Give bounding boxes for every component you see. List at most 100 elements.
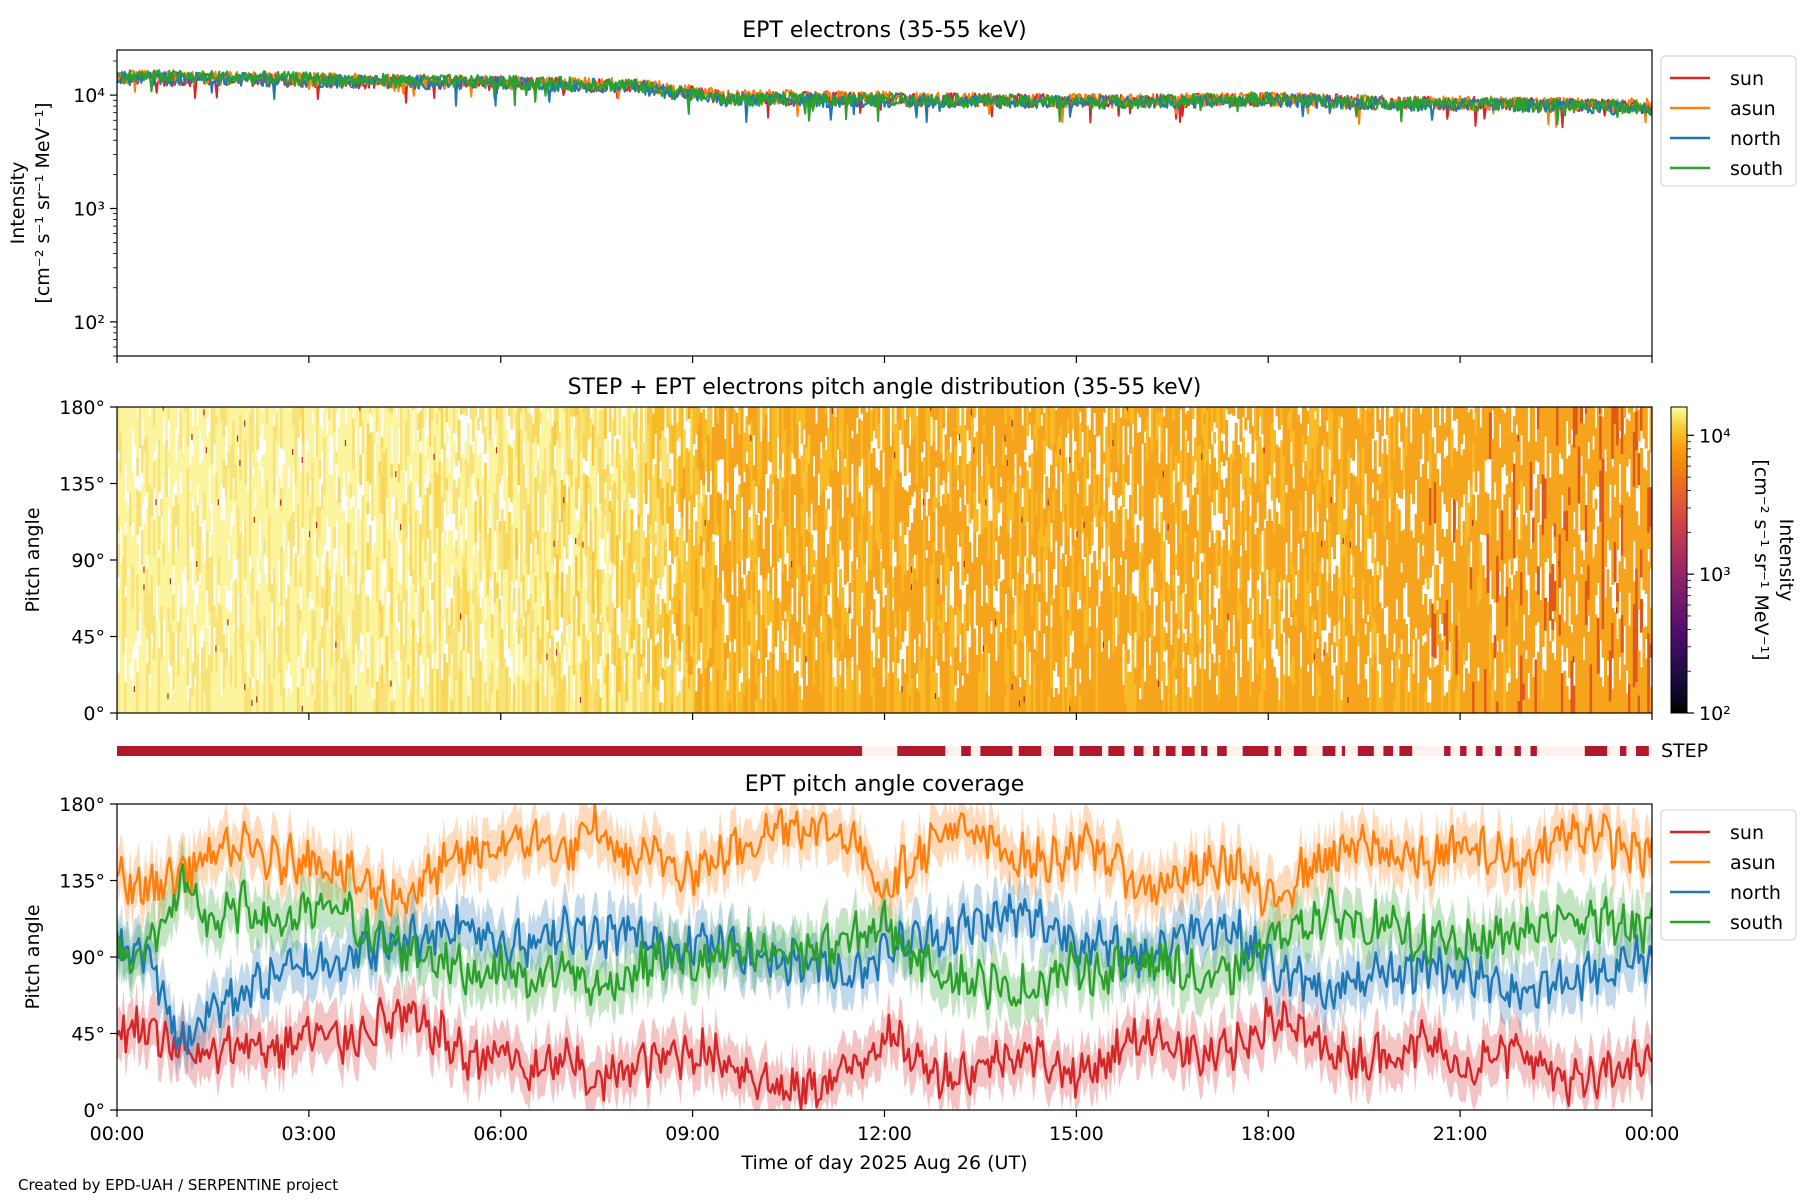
- heatmap-cell: [155, 457, 159, 479]
- heatmap-cell: [858, 534, 862, 556]
- heatmap-cell: [1433, 667, 1437, 713]
- heatmap-cell: [186, 701, 190, 713]
- heatmap-cell: [220, 587, 224, 606]
- heatmap-cell: [188, 464, 192, 481]
- heatmap-cell: [1455, 581, 1459, 594]
- heatmap-cell: [704, 606, 708, 655]
- heatmap-cell: [1038, 407, 1041, 427]
- heatmap-cell: [179, 409, 183, 450]
- heatmap-cell: [1469, 485, 1473, 506]
- heatmap-cell: [934, 606, 938, 632]
- heatmap-cell: [359, 671, 363, 713]
- heatmap-cell: [834, 629, 838, 658]
- heatmap-cell: [385, 448, 389, 499]
- heatmap-cell: [1378, 562, 1382, 580]
- heatmap-cell: [915, 688, 919, 713]
- heatmap-cell: [160, 407, 164, 437]
- heatmap-cell: [1172, 538, 1176, 575]
- heatmap-cell: [275, 536, 279, 593]
- heatmap-cell: [1616, 445, 1620, 480]
- heatmap-cell: [939, 594, 943, 621]
- heatmap-cell: [1033, 424, 1037, 438]
- heatmap-cell: [244, 614, 248, 672]
- heatmap-cell: [150, 516, 154, 535]
- heatmap-cell: [416, 663, 420, 713]
- heatmap-cell: [522, 551, 526, 576]
- heatmap-cell: [968, 594, 972, 626]
- heatmap-cell: [1090, 630, 1094, 683]
- heatmap-cell: [1479, 497, 1483, 535]
- heatmap-cell: [1093, 620, 1097, 681]
- heatmap-cell: [486, 557, 490, 596]
- heatmap-cell: [524, 566, 528, 612]
- heatmap-cell: [1117, 485, 1121, 498]
- heatmap-cell: [476, 596, 480, 635]
- heatmap-cell: [651, 695, 655, 713]
- heatmap-cell: [1390, 682, 1394, 713]
- heatmap-cell: [1265, 407, 1269, 438]
- heatmap-cell: [220, 407, 224, 422]
- heatmap-cell: [128, 407, 132, 422]
- heatmap-cell: [999, 581, 1003, 624]
- heatmap-cell: [121, 653, 125, 703]
- heatmap-cell: [1083, 507, 1087, 537]
- heatmap-cell: [1553, 580, 1557, 611]
- heatmap-cell: [493, 416, 497, 435]
- heatmap-cell: [483, 619, 487, 639]
- heatmap-cell: [200, 461, 204, 512]
- heatmap-cell: [939, 688, 943, 713]
- heatmap-cell: [1534, 441, 1538, 461]
- heatmap-cell: [1373, 476, 1377, 533]
- heatmap-cell: [431, 407, 435, 420]
- heatmap-cell: [750, 651, 754, 701]
- heatmap-cell: [1030, 615, 1034, 666]
- heatmap-cell: [1323, 677, 1327, 693]
- heatmap-cell-low: [1558, 561, 1560, 568]
- heatmap-cell: [1078, 683, 1082, 695]
- heatmap-cell: [414, 668, 418, 713]
- heatmap-cell: [572, 477, 576, 517]
- heatmap-cell: [1498, 664, 1502, 713]
- heatmap-cell: [1428, 430, 1432, 488]
- heatmap-cell: [239, 439, 243, 480]
- heatmap-cell: [318, 505, 322, 539]
- heatmap-cell: [966, 526, 970, 574]
- heatmap-cell: [1239, 677, 1243, 713]
- heatmap-cell: [1026, 657, 1030, 713]
- heatmap-cell: [359, 407, 363, 427]
- heatmap-cell: [1174, 695, 1178, 713]
- heatmap-cell: [865, 581, 869, 605]
- heatmap-cell: [754, 452, 758, 487]
- heatmap-cell: [1416, 524, 1420, 543]
- heatmap-cell: [531, 544, 535, 574]
- heatmap-cell: [296, 407, 300, 438]
- heatmap-cell: [1004, 505, 1008, 560]
- heatmap-cell: [471, 453, 475, 474]
- heatmap-cell: [675, 423, 679, 441]
- heatmap-cell: [1364, 514, 1368, 527]
- heatmap-cell: [1114, 523, 1118, 577]
- heatmap-cell: [275, 593, 279, 634]
- heatmap-cell: [654, 604, 658, 636]
- heatmap-cell: [1522, 699, 1526, 713]
- heatmap-cell: [148, 622, 152, 674]
- heatmap-cell: [1522, 566, 1526, 615]
- heatmap-cell: [284, 444, 288, 492]
- heatmap-cell: [575, 555, 579, 597]
- heatmap-cell: [721, 407, 725, 413]
- heatmap-cell: [992, 407, 996, 426]
- intensity-ylabel-line2: [cm⁻² s⁻¹ sr⁻¹ MeV⁻¹]: [32, 102, 54, 303]
- heatmap-cell: [1261, 647, 1265, 688]
- heatmap-cell: [850, 453, 854, 464]
- heatmap-cell: [539, 435, 543, 486]
- heatmap-cell: [150, 438, 154, 489]
- heatmap-cell: [884, 680, 888, 713]
- heatmap-cell: [1085, 687, 1089, 713]
- heatmap-cell: [1083, 457, 1087, 507]
- heatmap-cell: [419, 578, 423, 637]
- heatmap-cell: [390, 463, 394, 479]
- heatmap-cell: [128, 469, 132, 492]
- heatmap-cell: [1145, 475, 1149, 514]
- heatmap-cell: [680, 517, 684, 531]
- heatmap-cell: [1018, 475, 1022, 525]
